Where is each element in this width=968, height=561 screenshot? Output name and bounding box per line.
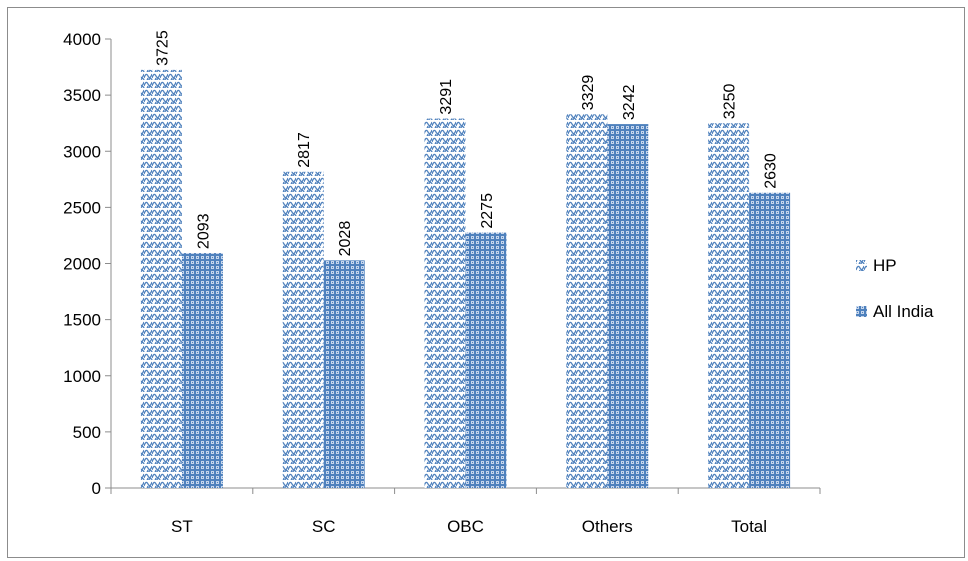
y-tick-label: 0: [92, 479, 101, 498]
bar-all-india-others: [607, 124, 649, 488]
legend-label: All India: [873, 302, 934, 321]
y-tick-label: 2000: [63, 255, 101, 274]
data-label: 2817: [296, 132, 313, 168]
y-tick-label: 2500: [63, 198, 101, 217]
y-tick-label: 3000: [63, 142, 101, 161]
bar-hp-obc: [424, 118, 466, 488]
x-tick-label: Others: [582, 517, 633, 536]
legend-swatch: [856, 306, 867, 317]
x-tick-label: OBC: [447, 517, 484, 536]
y-tick-label: 4000: [63, 30, 101, 49]
bar-hp-others: [566, 114, 608, 488]
data-label: 3291: [438, 79, 455, 115]
data-label: 2093: [195, 213, 212, 249]
x-tick-label: ST: [171, 517, 193, 536]
data-label: 3725: [154, 30, 171, 66]
bar-hp-total: [708, 123, 750, 488]
x-tick-label: Total: [731, 517, 767, 536]
y-tick-label: 1000: [63, 367, 101, 386]
bar-all-india-obc: [465, 232, 507, 488]
data-label: 3329: [580, 75, 597, 111]
y-tick-label: 1500: [63, 311, 101, 330]
bar-all-india-total: [749, 192, 791, 488]
data-label: 3250: [722, 83, 739, 119]
data-label: 2028: [337, 221, 354, 257]
y-tick-label: 3500: [63, 86, 101, 105]
data-label: 2630: [763, 153, 780, 189]
data-label: 2275: [479, 193, 496, 229]
legend-label: HP: [873, 256, 897, 275]
bar-hp-st: [140, 69, 182, 489]
x-tick-label: SC: [312, 517, 336, 536]
y-tick-label: 500: [73, 423, 101, 442]
bar-hp-sc: [282, 171, 324, 488]
data-label: 3242: [621, 84, 638, 120]
bar-all-india-st: [181, 253, 223, 488]
bar-all-india-sc: [323, 260, 365, 488]
legend-swatch: [856, 260, 867, 271]
